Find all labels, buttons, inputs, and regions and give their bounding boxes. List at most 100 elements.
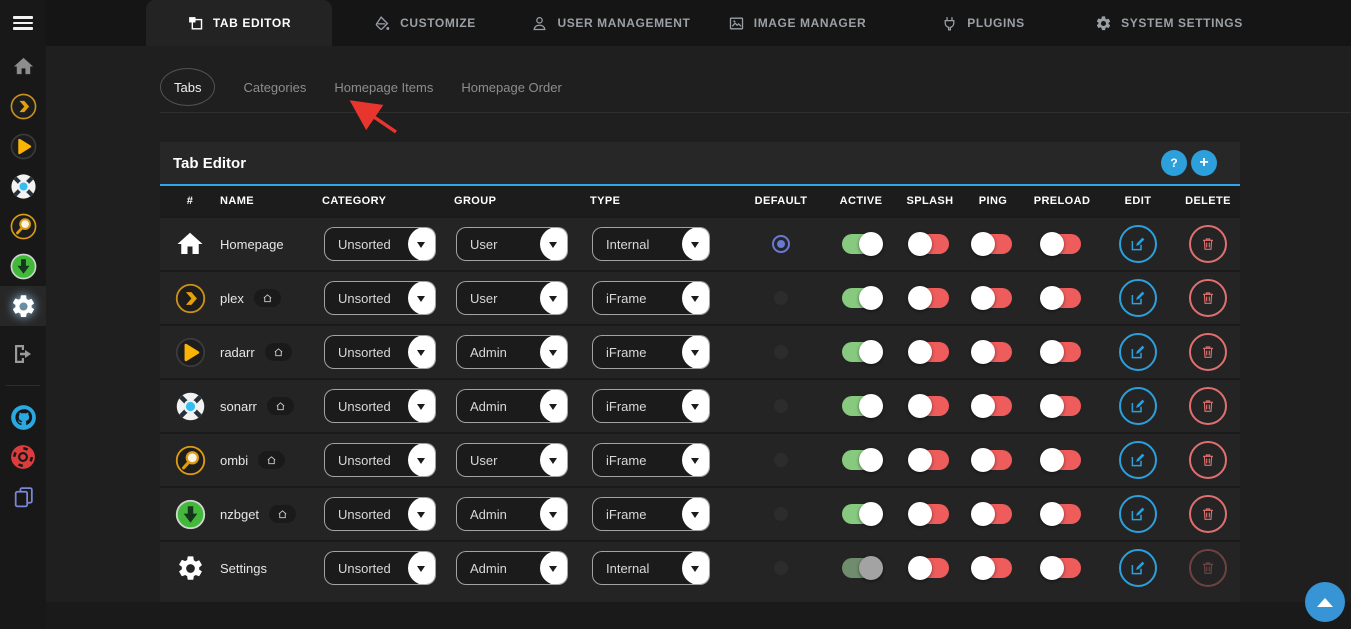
ping-toggle[interactable] — [971, 394, 1012, 418]
default-radio[interactable] — [774, 399, 788, 413]
active-toggle[interactable] — [842, 502, 883, 526]
active-toggle[interactable] — [842, 448, 883, 472]
trash-icon — [1203, 346, 1213, 358]
preload-toggle[interactable] — [1040, 394, 1081, 418]
scroll-to-top-button[interactable] — [1305, 582, 1345, 622]
type-select[interactable]: iFrame — [592, 335, 710, 369]
active-toggle[interactable] — [842, 394, 883, 418]
group-select[interactable]: Admin — [456, 497, 568, 531]
edit-button[interactable] — [1119, 333, 1157, 371]
edit-button[interactable] — [1119, 279, 1157, 317]
delete-button[interactable] — [1189, 441, 1227, 479]
sidebar-item-nzbget[interactable] — [0, 246, 46, 286]
active-toggle[interactable] — [842, 286, 883, 310]
delete-button[interactable] — [1189, 549, 1227, 587]
default-radio[interactable] — [774, 453, 788, 467]
splash-toggle[interactable] — [908, 448, 949, 472]
sidebar-item-github[interactable] — [0, 397, 46, 437]
sidebar-item-support[interactable] — [0, 437, 46, 477]
ping-toggle[interactable] — [971, 286, 1012, 310]
type-select[interactable]: Internal — [592, 551, 710, 585]
tab-image-manager[interactable]: IMAGE MANAGER — [704, 0, 890, 46]
delete-button[interactable] — [1189, 495, 1227, 533]
subtab-categories[interactable]: Categories — [243, 79, 307, 95]
type-select[interactable]: Internal — [592, 227, 710, 261]
sidebar-item-home[interactable] — [0, 46, 46, 86]
category-select[interactable]: Unsorted — [324, 551, 436, 585]
default-radio[interactable] — [774, 345, 788, 359]
delete-button[interactable] — [1189, 387, 1227, 425]
preload-toggle[interactable] — [1040, 556, 1081, 580]
subtab-homepage-items[interactable]: Homepage Items — [334, 79, 434, 95]
splash-toggle[interactable] — [908, 286, 949, 310]
delete-button[interactable] — [1189, 333, 1227, 371]
tab-tab-editor[interactable]: TAB EDITOR — [146, 0, 332, 46]
tab-customize[interactable]: CUSTOMIZE — [332, 0, 518, 46]
column-header: NAME — [220, 195, 254, 207]
splash-toggle[interactable] — [908, 556, 949, 580]
group-select[interactable]: User — [456, 227, 568, 261]
delete-button[interactable] — [1189, 225, 1227, 263]
sidebar-item-settings[interactable] — [0, 286, 46, 326]
default-radio[interactable] — [772, 235, 790, 253]
tab-user-management[interactable]: USER MANAGEMENT — [518, 0, 704, 46]
edit-icon — [1131, 291, 1145, 305]
subtab-tabs[interactable]: Tabs — [160, 68, 216, 106]
type-select[interactable]: iFrame — [592, 443, 710, 477]
group-select[interactable]: User — [456, 281, 568, 315]
preload-toggle[interactable] — [1040, 232, 1081, 256]
type-select[interactable]: iFrame — [592, 281, 710, 315]
splash-toggle[interactable] — [908, 502, 949, 526]
default-radio[interactable] — [774, 561, 788, 575]
ping-toggle[interactable] — [971, 502, 1012, 526]
edit-button[interactable] — [1119, 549, 1157, 587]
category-select[interactable]: Unsorted — [324, 497, 436, 531]
type-select[interactable]: iFrame — [592, 497, 710, 531]
category-select[interactable]: Unsorted — [324, 389, 436, 423]
category-select[interactable]: Unsorted — [324, 227, 436, 261]
active-toggle[interactable] — [842, 556, 883, 580]
preload-toggle[interactable] — [1040, 448, 1081, 472]
active-toggle[interactable] — [842, 340, 883, 364]
default-radio[interactable] — [774, 291, 788, 305]
type-select[interactable]: iFrame — [592, 389, 710, 423]
tab-plugins[interactable]: PLUGINS — [890, 0, 1076, 46]
preload-toggle[interactable] — [1040, 340, 1081, 364]
sidebar-item-docs[interactable] — [0, 477, 46, 517]
delete-button[interactable] — [1189, 279, 1227, 317]
subtab-homepage-order[interactable]: Homepage Order — [461, 79, 562, 95]
edit-button[interactable] — [1119, 495, 1157, 533]
category-select[interactable]: Unsorted — [324, 281, 436, 315]
help-button[interactable]: ? — [1161, 150, 1187, 176]
tab-system-settings[interactable]: SYSTEM SETTINGS — [1076, 0, 1262, 46]
default-radio[interactable] — [774, 507, 788, 521]
category-select[interactable]: Unsorted — [324, 335, 436, 369]
menu-button[interactable] — [0, 0, 46, 46]
sidebar-item-radarr[interactable] — [0, 126, 46, 166]
sidebar-item-logout[interactable] — [0, 334, 46, 374]
group-select[interactable]: Admin — [456, 551, 568, 585]
ping-toggle[interactable] — [971, 340, 1012, 364]
sidebar-item-sonarr[interactable] — [0, 166, 46, 206]
group-select[interactable]: Admin — [456, 389, 568, 423]
splash-toggle[interactable] — [908, 340, 949, 364]
add-tab-button[interactable]: + — [1191, 150, 1217, 176]
group-select[interactable]: Admin — [456, 335, 568, 369]
edit-button[interactable] — [1119, 387, 1157, 425]
preload-toggle[interactable] — [1040, 286, 1081, 310]
splash-toggle[interactable] — [908, 394, 949, 418]
category-select[interactable]: Unsorted — [324, 443, 436, 477]
preload-toggle[interactable] — [1040, 502, 1081, 526]
edit-button[interactable] — [1119, 441, 1157, 479]
ping-toggle[interactable] — [971, 448, 1012, 472]
user-icon — [533, 16, 547, 30]
sidebar-item-ombi[interactable] — [0, 206, 46, 246]
homepage-badge — [258, 451, 286, 469]
ping-toggle[interactable] — [971, 232, 1012, 256]
active-toggle[interactable] — [842, 232, 883, 256]
ping-toggle[interactable] — [971, 556, 1012, 580]
edit-button[interactable] — [1119, 225, 1157, 263]
group-select[interactable]: User — [456, 443, 568, 477]
sidebar-item-plex[interactable] — [0, 86, 46, 126]
splash-toggle[interactable] — [908, 232, 949, 256]
